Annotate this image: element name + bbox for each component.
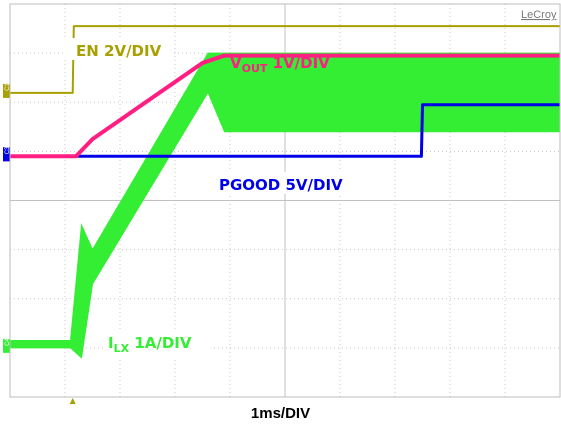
vout-trace <box>10 53 560 159</box>
ilx-label-rest: 1A/DIV <box>129 334 192 352</box>
pgood-channel-marker-box <box>3 147 10 162</box>
x-axis-label: 1ms/DIV <box>250 405 311 422</box>
en-label: EN 2V/DIV <box>76 42 162 60</box>
brand-text: LeCroy <box>521 9 557 21</box>
en-label-group: EN 2V/DIV <box>64 38 172 60</box>
vout-label: VOUT 1V/DIV <box>230 54 330 75</box>
ilx-label-sub: LX <box>114 342 130 355</box>
ilx-label-main: I <box>108 334 114 352</box>
pgood-label: PGOOD 5V/DIV <box>219 176 343 194</box>
en-channel-marker-text: C1 <box>5 83 11 91</box>
ilx-label-group: ILX 1A/DIV <box>104 330 214 360</box>
ilx-label-bg <box>104 330 214 360</box>
en-channel-marker: C1 <box>3 83 11 98</box>
vout-label-rest: 1V/DIV <box>267 54 330 72</box>
pgood-channel-marker-text: C3 <box>5 146 11 154</box>
ilx-channel-marker-box <box>3 338 10 353</box>
pgood-trace <box>10 103 560 158</box>
channel-markers: C1C2C3C4 <box>3 83 11 353</box>
en-label-bg <box>64 38 172 60</box>
ilx-label: ILX 1A/DIV <box>108 334 192 355</box>
trigger-marker <box>69 398 76 404</box>
ilx-channel-marker-text: C4 <box>5 338 11 346</box>
plot-frame <box>9 3 561 398</box>
brand-logo: LeCroy <box>518 7 559 21</box>
pgood-label-bg <box>214 172 366 194</box>
vout-label-main: V <box>230 54 242 72</box>
en-channel-marker-box <box>3 83 10 98</box>
pgood-channel-marker: C3 <box>3 146 11 162</box>
ilx-channel-marker: C4 <box>3 338 11 353</box>
pgood-label-group: PGOOD 5V/DIV <box>214 172 366 194</box>
vout-label-sub: OUT <box>242 62 268 75</box>
